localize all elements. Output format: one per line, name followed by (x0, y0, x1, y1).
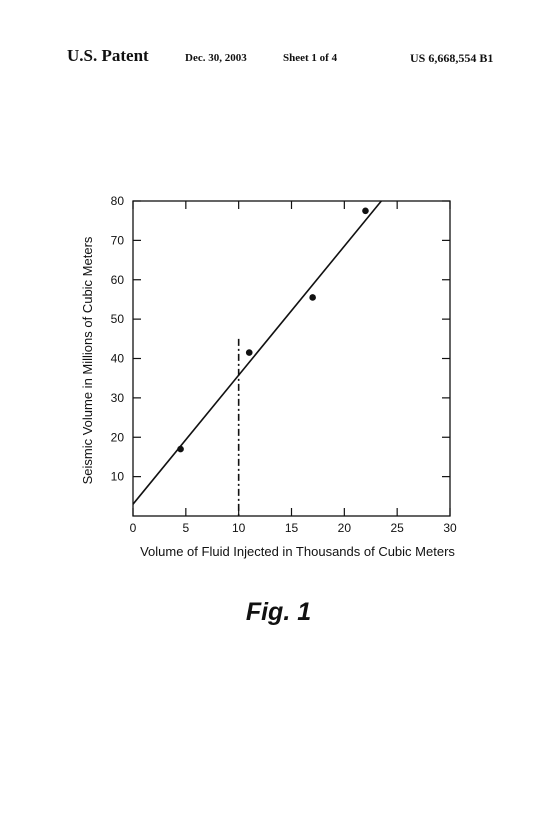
fit-line (132, 200, 382, 505)
patent-date: Dec. 30, 2003 (185, 52, 247, 64)
y-tick-label: 70 (111, 233, 125, 247)
patent-label: U.S. Patent (67, 46, 149, 65)
x-tick-label: 20 (338, 521, 352, 535)
y-tick-label: 20 (111, 430, 125, 444)
y-axis-title: Seismic Volume in Millions of Cubic Mete… (80, 236, 95, 484)
data-point (309, 294, 316, 301)
patent-number: US 6,668,554 B1 (410, 51, 494, 65)
x-tick-label: 25 (390, 521, 404, 535)
y-tick-label: 40 (111, 352, 125, 366)
data-point (177, 445, 184, 453)
figure-caption: Fig. 1 (245, 598, 312, 626)
y-tick-label: 50 (111, 312, 125, 326)
y-tick-label: 10 (111, 470, 125, 484)
x-tick-label: 0 (130, 521, 137, 535)
x-tick-label: 5 (182, 521, 189, 535)
x-tick-label: 15 (285, 521, 299, 535)
plot-frame (132, 200, 451, 517)
data-point (245, 349, 253, 356)
x-axis-title: Volume of Fluid Injected in Thousands of… (140, 544, 455, 559)
y-tick-label: 30 (111, 391, 125, 405)
x-tick-label: 10 (232, 521, 246, 535)
data-points (177, 207, 369, 453)
y-tick-label: 60 (111, 273, 125, 287)
tick-marks (132, 200, 451, 516)
y-tick-label: 80 (111, 194, 125, 208)
tick-labels: 0 5 10 15 20 25 30 10 20 30 40 50 60 70 80 (111, 194, 457, 535)
x-tick-label: 30 (443, 521, 457, 535)
sheet-number: Sheet 1 of 4 (283, 52, 338, 64)
data-point (362, 207, 369, 215)
